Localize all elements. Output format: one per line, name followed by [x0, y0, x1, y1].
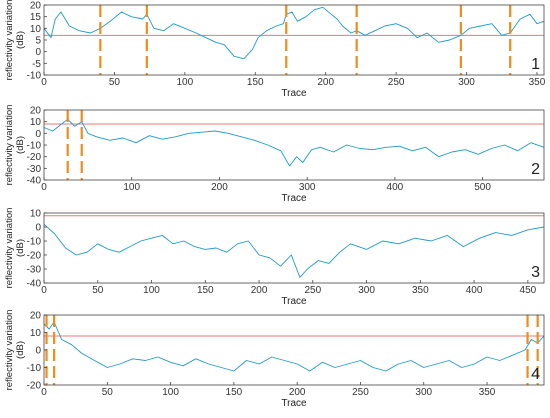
panel-number: 3	[531, 264, 540, 281]
x-tick-label: 450	[520, 285, 537, 296]
x-axis-label: Trace	[281, 88, 307, 99]
y-tick-label: -5	[32, 59, 41, 70]
series-line-0	[43, 321, 545, 372]
y-tick-label: 0	[35, 129, 41, 140]
panel-4: 0 50 100 150 200 250 300 350 -20 -10 0 10 20 Trace ref…	[4, 310, 545, 409]
x-tick-label: 50	[102, 387, 114, 398]
y-tick-label: 20	[30, 106, 42, 117]
x-axis-label: Trace	[281, 193, 307, 204]
y-axis-label-line: reflectivity variation	[4, 310, 15, 391]
y-tick-label: 20	[30, 311, 42, 322]
y-axis-label-line: (dB)	[15, 341, 26, 359]
x-tick-label: 200	[317, 77, 334, 88]
y-axis-label: reflectivity variation(dB)	[4, 105, 26, 186]
x-tick-label: 350	[412, 285, 429, 296]
x-tick-label: 100	[123, 182, 140, 193]
y-axis-label: reflectivity variation(dB)	[4, 208, 26, 289]
y-tick-label: 0	[35, 346, 41, 357]
y-tick-label: 10	[30, 328, 42, 339]
panel-number: 1	[531, 56, 540, 73]
series-line-0	[43, 6, 545, 60]
y-tick-label: -40	[27, 176, 42, 187]
x-axis-label: Trace	[281, 296, 307, 307]
y-tick-label: -10	[27, 363, 42, 374]
x-tick-label: 400	[387, 182, 404, 193]
x-axis-label: Trace	[281, 398, 307, 409]
y-axis-label-line: (dB)	[15, 239, 26, 257]
y-tick-label: -10	[27, 141, 42, 152]
y-tick-label: -10	[27, 237, 42, 248]
y-tick-label: -30	[27, 265, 42, 276]
x-tick-label: 150	[247, 77, 264, 88]
y-tick-label: 10	[30, 209, 42, 220]
y-axis-label: reflectivity variation(dB)	[4, 310, 26, 391]
y-axis-label-line: reflectivity variation	[4, 105, 15, 186]
x-tick-label: 500	[474, 182, 491, 193]
x-tick-label: 0	[41, 285, 47, 296]
panel-number: 4	[531, 366, 540, 383]
x-tick-label: 50	[92, 285, 104, 296]
x-tick-label: 400	[466, 285, 483, 296]
x-tick-label: 300	[415, 387, 432, 398]
y-axis-label-line: (dB)	[15, 136, 26, 154]
x-tick-label: 50	[109, 77, 121, 88]
plot-frame	[43, 314, 545, 386]
x-tick-label: 350	[479, 387, 496, 398]
y-tick-label: -20	[27, 381, 42, 392]
y-tick-label: -20	[27, 152, 42, 163]
y-axis-label-line: reflectivity variation	[4, 208, 15, 289]
x-tick-label: 200	[251, 285, 268, 296]
y-tick-label: 15	[30, 12, 42, 23]
y-axis-label-line: reflectivity variation	[4, 0, 15, 80]
y-tick-label: -10	[27, 71, 42, 82]
x-tick-label: 250	[304, 285, 321, 296]
y-tick-label: 5	[35, 36, 41, 47]
y-tick-label: 10	[30, 117, 42, 128]
x-tick-label: 0	[41, 182, 47, 193]
y-tick-label: 0	[35, 223, 41, 234]
x-tick-label: 100	[143, 285, 160, 296]
x-tick-label: 100	[177, 77, 194, 88]
x-tick-label: 200	[211, 182, 228, 193]
x-tick-label: 350	[529, 77, 546, 88]
x-tick-label: 100	[162, 387, 179, 398]
y-axis-label-line: (dB)	[15, 31, 26, 49]
x-tick-label: 300	[358, 285, 375, 296]
panel-1: 0 50 100 150 200 250 300 350-10-505101520Tracer…	[4, 0, 546, 99]
x-tick-label: 150	[226, 387, 243, 398]
panel-3: 0 50 100 150 200 250 300 350 400 450 -40 -30 -20 -10 0…	[4, 208, 545, 307]
y-tick-label: 10	[30, 24, 42, 35]
plot-frame	[43, 212, 545, 284]
x-tick-label: 300	[458, 77, 475, 88]
x-tick-label: 200	[289, 387, 306, 398]
plot-frame	[43, 109, 545, 181]
y-tick-label: -30	[27, 164, 42, 175]
y-axis-label: reflectivity variation(dB)	[4, 0, 26, 80]
series-line-0	[43, 223, 545, 278]
x-tick-label: 250	[388, 77, 405, 88]
y-tick-label: 20	[30, 1, 42, 12]
panel-2: 0 100 200 300 400 500-40-30-20-1001020Tracere…	[4, 105, 545, 204]
series-line-0	[43, 118, 545, 167]
x-tick-label: 0	[41, 77, 47, 88]
y-tick-label: -20	[27, 251, 42, 262]
x-tick-label: 300	[299, 182, 316, 193]
x-tick-label: 250	[352, 387, 369, 398]
x-tick-label: 150	[197, 285, 214, 296]
y-tick-label: -40	[27, 279, 42, 290]
y-tick-label: 0	[35, 47, 41, 58]
x-tick-label: 0	[41, 387, 47, 398]
panel-number: 2	[531, 161, 540, 178]
